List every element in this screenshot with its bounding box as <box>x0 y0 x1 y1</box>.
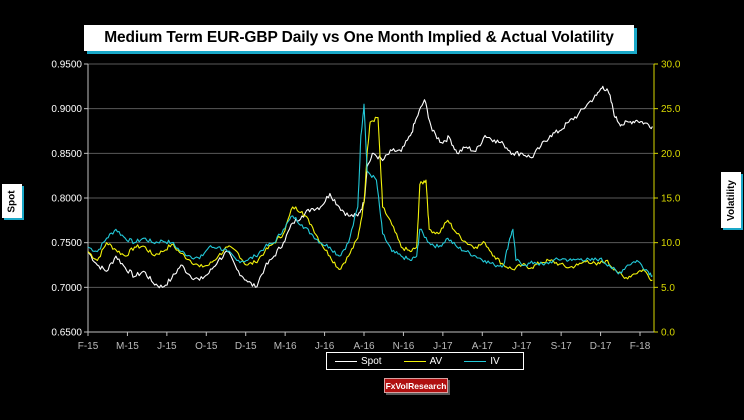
x-axis-tick-label: M-16 <box>274 341 297 352</box>
right-axis-tick-label: 5.0 <box>661 283 675 294</box>
right-axis-tick-label: 25.0 <box>661 104 681 115</box>
right-axis-label-box: Volatility <box>721 172 741 228</box>
x-axis-tick-label: F-15 <box>78 341 99 352</box>
legend-item-iv: IV <box>464 355 500 367</box>
legend-label-spot: Spot <box>361 355 382 367</box>
left-axis-label-box: Spot <box>2 184 22 218</box>
right-axis-label: Volatility <box>725 179 737 221</box>
fxvolresearch-badge: FxVolResearch <box>384 378 448 393</box>
left-axis-tick-label: 0.9500 <box>51 60 82 71</box>
x-axis-tick-label: N-16 <box>393 341 415 352</box>
right-axis-tick-label: 10.0 <box>661 238 681 249</box>
x-axis-tick-label: A-16 <box>353 341 375 352</box>
x-axis-tick-label: M-15 <box>116 341 139 352</box>
chart-title: Medium Term EUR-GBP Daily vs One Month I… <box>104 29 614 46</box>
left-axis-tick-label: 0.8000 <box>51 194 82 205</box>
legend-label-iv: IV <box>490 355 500 367</box>
chart-title-box: Medium Term EUR-GBP Daily vs One Month I… <box>84 25 634 51</box>
x-axis-tick-label: A-17 <box>472 341 494 352</box>
series-line-av <box>87 116 653 282</box>
left-axis-tick-label: 0.7500 <box>51 238 82 249</box>
x-axis-tick-label: J-16 <box>315 341 335 352</box>
x-axis-tick-label: O-15 <box>195 341 218 352</box>
left-axis-tick-label: 0.7000 <box>51 283 82 294</box>
left-axis-tick-label: 0.6500 <box>51 328 82 339</box>
legend: Spot AV IV <box>326 352 524 370</box>
series-line-iv <box>87 103 653 278</box>
x-axis-tick-label: J-15 <box>157 341 177 352</box>
x-axis-tick-label: D-17 <box>590 341 612 352</box>
legend-swatch-iv <box>464 360 487 362</box>
legend-item-av: AV <box>403 355 443 367</box>
right-axis-tick-label: 30.0 <box>661 60 681 71</box>
left-axis-tick-label: 0.8500 <box>51 149 82 160</box>
left-axis-tick-label: 0.9000 <box>51 104 82 115</box>
x-axis-tick-label: S-17 <box>551 341 573 352</box>
right-axis-tick-label: 15.0 <box>661 194 681 205</box>
legend-item-spot: Spot <box>335 356 382 367</box>
x-axis-tick-label: J-17 <box>433 341 453 352</box>
series-line-spot <box>87 85 653 289</box>
x-axis-tick-label: F-18 <box>630 341 651 352</box>
left-axis-label: Spot <box>6 189 18 213</box>
legend-swatch-av <box>403 360 426 362</box>
right-axis-tick-label: 0.0 <box>661 328 675 339</box>
legend-label-av: AV <box>429 355 443 367</box>
legend-swatch-spot <box>335 360 357 362</box>
x-axis-tick-label: J-17 <box>512 341 532 352</box>
right-axis-tick-label: 20.0 <box>661 149 681 160</box>
x-axis-tick-label: D-15 <box>235 341 257 352</box>
